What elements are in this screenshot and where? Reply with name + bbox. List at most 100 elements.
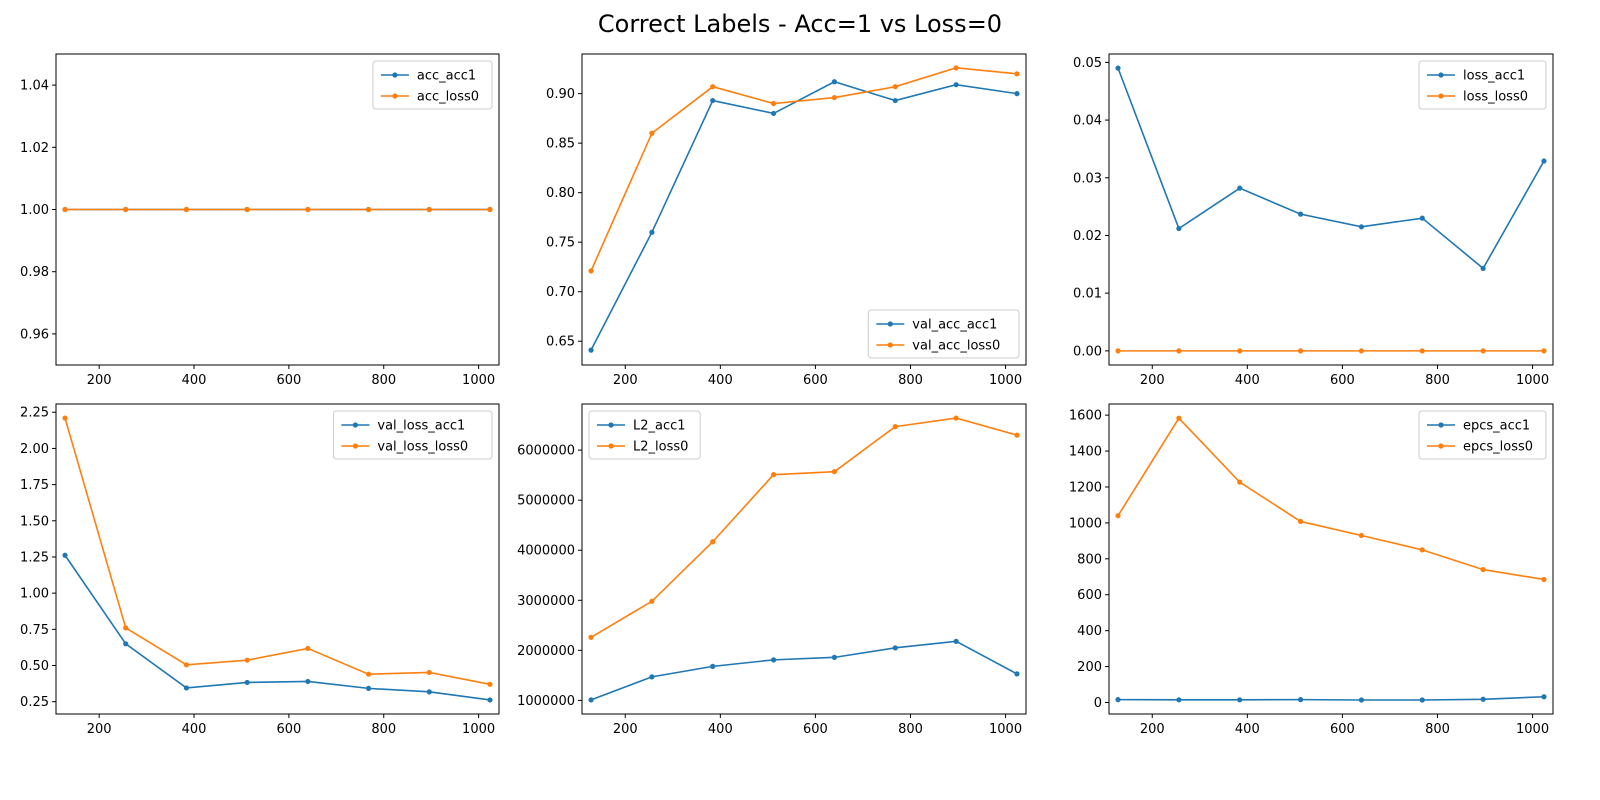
data-point [123,641,129,647]
data-point [831,79,838,85]
data-point [487,206,493,213]
y-tick-label: 200 [1077,660,1102,675]
series-line-val_loss_acc1 [64,554,491,701]
y-tick-label: 1.75 [20,478,49,493]
y-tick-label: 1000 [1069,516,1102,531]
legend-swatch-marker [392,72,398,78]
y-tick-label: 1.00 [20,203,49,218]
data-point [1014,91,1020,97]
y-tick-label: 0.75 [546,236,575,251]
data-point [62,206,68,213]
data-point [426,689,432,695]
legend-box [1418,410,1547,460]
data-point [831,654,838,660]
x-tick-label: 400 [182,722,207,737]
y-tick-label: 1.00 [20,587,49,602]
series-line-epcs_loss0 [1117,416,1545,581]
data-point [953,415,959,421]
legend-box [588,410,701,460]
y-tick-label: 0.65 [546,335,575,350]
data-point [62,415,68,421]
data-point [183,685,190,691]
axes-frame [581,403,1027,715]
data-point [1480,348,1486,354]
y-tick-label: 0.05 [1073,56,1102,71]
data-point [487,681,493,687]
legend-swatch-marker [1438,93,1444,99]
legend: loss_acc1 loss_loss0 [1418,60,1547,110]
data-point [1358,697,1365,703]
y-tick-label: 2.25 [20,406,49,421]
data-point [649,229,655,235]
y-tick-label: 4000000 [517,544,575,559]
legend: acc_acc1 acc_loss0 [372,60,493,110]
y-tick-label: 0.85 [546,137,575,152]
data-point [1176,348,1182,354]
legend-label: epcs_acc1 [1463,419,1530,434]
data-point [1115,697,1121,703]
data-point [62,552,68,558]
data-point [1541,158,1547,164]
legend-label: acc_acc1 [417,69,476,84]
legend: val_loss_acc1 val_loss_loss0 [332,410,493,460]
legend-swatch-marker [608,422,614,428]
y-tick-label: 1400 [1069,445,1102,460]
series-line-val_acc_acc1 [590,80,1018,351]
legend-label: L2_acc1 [633,419,686,434]
data-point [365,685,372,691]
x-tick-label: 1000 [989,722,1022,737]
y-tick-label: 0.00 [1073,344,1102,359]
data-point [1297,697,1304,703]
data-point [487,697,493,703]
data-point [588,634,594,640]
x-tick-label: 600 [276,722,301,737]
data-point [831,469,838,475]
legend-label: epcs_loss0 [1463,440,1533,455]
y-tick-label: 0.98 [20,265,49,280]
data-point [1419,697,1425,703]
x-tick-label: 400 [1235,373,1260,388]
data-point [588,347,594,353]
data-point [426,669,432,676]
legend-swatch-marker [608,443,614,449]
data-point [1014,432,1020,438]
x-tick-label: 400 [708,373,733,388]
data-point [1176,697,1182,703]
data-point [1115,348,1121,354]
axes-frame [581,53,1027,366]
y-tick-label: 400 [1077,624,1102,639]
data-point [1297,518,1304,525]
legend: L2_acc1 L2_loss0 [588,410,701,460]
data-point [1480,696,1486,702]
data-point [649,674,655,680]
x-tick-label: 800 [898,373,923,388]
legend-swatch-marker [1438,422,1444,428]
data-point [710,663,716,669]
chart-panel-5: 200 400 600 800 1000 1000000 2000000 3000000 400… [517,403,1027,737]
data-point [1480,566,1486,573]
data-point [1237,185,1243,191]
data-point [1237,348,1243,354]
x-tick-label: 200 [87,373,112,388]
series-line-L2_acc1 [590,640,1018,701]
y-tick-label: 5000000 [517,494,575,509]
data-point [305,206,311,213]
x-tick-label: 800 [371,722,396,737]
x-tick-label: 1000 [462,722,495,737]
data-point [1541,576,1547,583]
y-tick-label: 800 [1077,552,1102,567]
data-point [649,598,655,604]
legend-label: val_acc_acc1 [912,318,997,333]
data-point [1297,211,1304,217]
data-point [244,206,250,213]
axes-frame [55,403,500,715]
data-point [588,697,594,703]
x-tick-label: 800 [898,722,923,737]
data-point [305,645,311,652]
legend-swatch-marker [887,342,893,348]
data-point [892,84,898,90]
legend-label: L2_loss0 [633,440,688,455]
x-tick-label: 600 [1330,722,1355,737]
y-tick-label: 0.01 [1073,287,1102,302]
